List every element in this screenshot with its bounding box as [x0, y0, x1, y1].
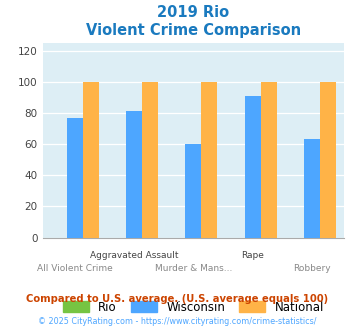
Bar [261, 82, 277, 238]
Text: Compared to U.S. average. (U.S. average equals 100): Compared to U.S. average. (U.S. average … [26, 294, 329, 304]
Text: Robbery: Robbery [293, 264, 331, 273]
Text: Murder & Mans...: Murder & Mans... [155, 264, 232, 273]
Text: Rape: Rape [241, 251, 264, 260]
Bar [202, 82, 217, 238]
Text: Aggravated Assault: Aggravated Assault [90, 251, 179, 260]
Bar [320, 82, 336, 238]
Bar [142, 82, 158, 238]
Bar [126, 112, 142, 238]
Bar [186, 144, 202, 238]
Text: All Violent Crime: All Violent Crime [37, 264, 113, 273]
Legend: Rio, Wisconsin, National: Rio, Wisconsin, National [58, 296, 329, 318]
Bar [83, 82, 99, 238]
Bar [67, 118, 83, 238]
Bar [245, 96, 261, 238]
Title: 2019 Rio
Violent Crime Comparison: 2019 Rio Violent Crime Comparison [86, 5, 301, 38]
Bar [304, 140, 320, 238]
Text: © 2025 CityRating.com - https://www.cityrating.com/crime-statistics/: © 2025 CityRating.com - https://www.city… [38, 317, 317, 326]
